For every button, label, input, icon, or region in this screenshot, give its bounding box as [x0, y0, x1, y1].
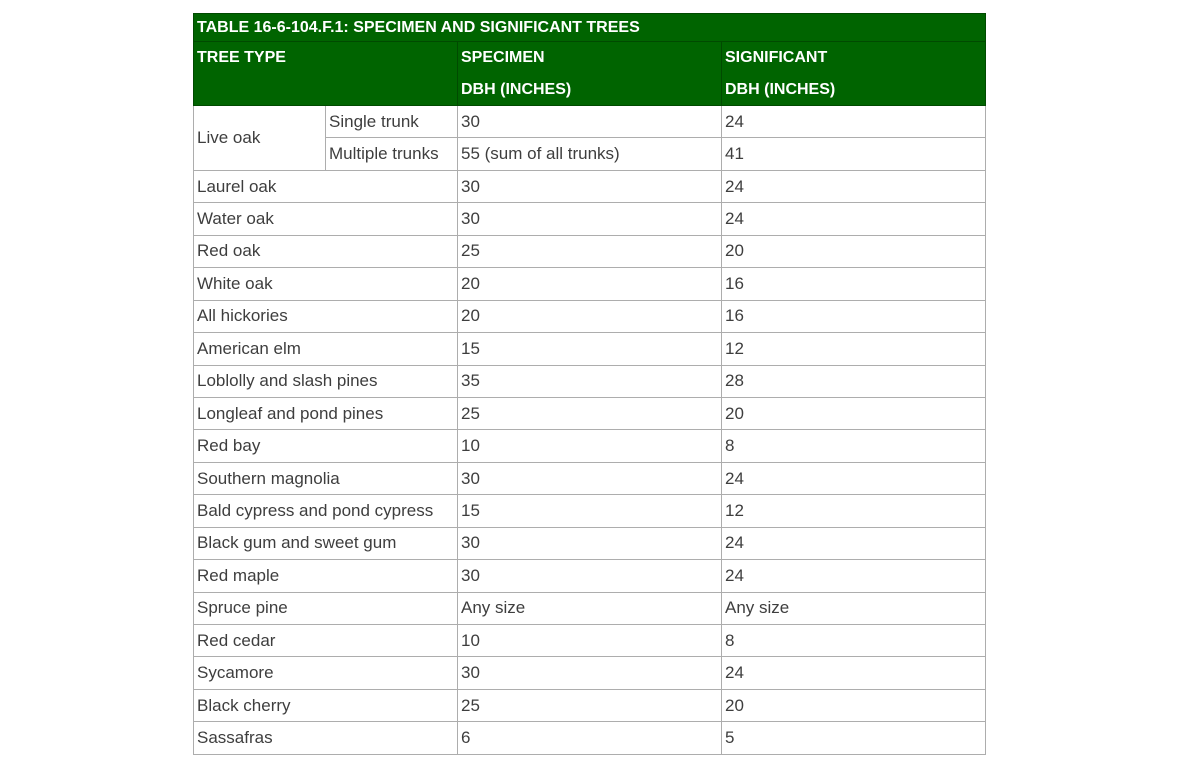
- tree-type-cell: Bald cypress and pond cypress: [193, 494, 458, 528]
- table-row: Bald cypress and pond cypress 15 12: [193, 494, 987, 528]
- significant-cell: 24: [720, 169, 987, 204]
- table-row: All hickories 20 16: [193, 299, 987, 334]
- significant-cell: 8: [720, 623, 987, 658]
- tree-type-cell: Southern magnolia: [193, 461, 458, 496]
- specimen-cell: 30: [457, 169, 722, 204]
- tree-type-cell: All hickories: [193, 299, 458, 334]
- specimen-cell: 55 (sum of all trunks): [457, 137, 722, 171]
- table-row: Sycamore 30 24: [193, 656, 987, 690]
- significant-cell: 5: [720, 721, 987, 755]
- tree-type-cell: Red oak: [193, 234, 458, 269]
- specimen-cell: 30: [457, 202, 722, 236]
- specimen-cell: Any size: [457, 591, 722, 626]
- specimen-significant-trees-table: TABLE 16-6-104.F.1: SPECIMEN AND SIGNIFI…: [192, 13, 987, 755]
- specimen-cell: 20: [457, 267, 722, 301]
- specimen-cell: 10: [457, 623, 722, 658]
- table-row: Red cedar 10 8: [193, 623, 987, 658]
- table-row: White oak 20 16: [193, 267, 987, 301]
- tree-type-cell: Red cedar: [193, 623, 458, 658]
- column-header-row: TREE TYPE SPECIMEN DBH (INCHES) SIGNIFIC…: [193, 41, 987, 106]
- significant-cell: 24: [720, 202, 987, 236]
- tree-type-cell: American elm: [193, 332, 458, 366]
- table-row: Red oak 25 20: [193, 234, 987, 269]
- tree-type-cell: Laurel oak: [193, 169, 458, 204]
- table-row: Black cherry 25 20: [193, 688, 987, 723]
- significant-cell: 24: [720, 559, 987, 593]
- specimen-cell: 25: [457, 688, 722, 723]
- significant-cell: 16: [720, 299, 987, 334]
- tree-type-cell: Loblolly and slash pines: [193, 364, 458, 398]
- table-row: Laurel oak 30 24: [193, 169, 987, 204]
- significant-cell: 20: [720, 396, 987, 431]
- specimen-cell: 10: [457, 429, 722, 463]
- specimen-cell: 35: [457, 364, 722, 398]
- col-header-tree-type: TREE TYPE: [193, 41, 458, 106]
- significant-cell: 28: [720, 364, 987, 398]
- table-row: Spruce pine Any size Any size: [193, 591, 987, 626]
- col-header-tree-type-label: TREE TYPE: [197, 49, 286, 66]
- col-header-significant: SIGNIFICANT DBH (INCHES): [720, 41, 987, 106]
- significant-cell: 16: [720, 267, 987, 301]
- tree-type-cell: Red maple: [193, 559, 458, 593]
- specimen-cell: 25: [457, 396, 722, 431]
- tree-type-cell: Sassafras: [193, 721, 458, 755]
- specimen-cell: 30: [457, 461, 722, 496]
- table-row: Southern magnolia 30 24: [193, 461, 987, 496]
- col-header-specimen-label: SPECIMEN: [461, 49, 545, 66]
- table-title: TABLE 16-6-104.F.1: SPECIMEN AND SIGNIFI…: [192, 13, 987, 42]
- tree-type-cell: Black cherry: [193, 688, 458, 723]
- table-row: Black gum and sweet gum 30 24: [193, 526, 987, 561]
- table-row: Red bay 10 8: [193, 429, 987, 463]
- table-row: Water oak 30 24: [193, 202, 987, 236]
- significant-cell: 24: [720, 656, 987, 690]
- col-header-significant-units: DBH (INCHES): [725, 81, 836, 98]
- table-row: Multiple trunks 55 (sum of all trunks) 4…: [194, 137, 987, 171]
- tree-type-cell: Black gum and sweet gum: [193, 526, 458, 561]
- significant-cell: 12: [720, 332, 987, 366]
- specimen-cell: 30: [457, 104, 722, 139]
- table-row: Loblolly and slash pines 35 28: [193, 364, 987, 398]
- tree-type-cell: Live oak: [193, 105, 326, 171]
- significant-cell: 20: [720, 688, 987, 723]
- specimen-cell: 30: [457, 656, 722, 690]
- table-row: Longleaf and pond pines 25 20: [193, 396, 987, 431]
- specimen-cell: 15: [457, 494, 722, 528]
- tree-type-cell: Spruce pine: [193, 591, 458, 626]
- significant-cell: 12: [720, 494, 987, 528]
- tree-type-cell: White oak: [193, 267, 458, 301]
- col-header-significant-label: SIGNIFICANT: [725, 49, 828, 66]
- trunk-type-cell: Single trunk: [325, 104, 458, 139]
- significant-cell: 24: [720, 526, 987, 561]
- specimen-cell: 25: [457, 234, 722, 269]
- specimen-cell: 15: [457, 332, 722, 366]
- table-row: Live oak Single trunk 30 24: [193, 104, 987, 171]
- trunk-type-cell: Multiple trunks: [325, 137, 458, 171]
- tree-type-cell: Red bay: [193, 429, 458, 463]
- tree-type-cell: Sycamore: [193, 656, 458, 690]
- col-header-specimen: SPECIMEN DBH (INCHES): [457, 41, 722, 106]
- table-row: Sassafras 6 5: [193, 721, 987, 755]
- significant-cell: 24: [720, 461, 987, 496]
- significant-cell: 8: [720, 429, 987, 463]
- table-row: American elm 15 12: [193, 332, 987, 366]
- tree-type-cell: Longleaf and pond pines: [193, 396, 458, 431]
- tree-type-cell: Water oak: [193, 202, 458, 236]
- significant-cell: 41: [720, 137, 987, 171]
- table-row: Red maple 30 24: [193, 559, 987, 593]
- significant-cell: 20: [720, 234, 987, 269]
- specimen-cell: 6: [457, 721, 722, 755]
- specimen-cell: 20: [457, 299, 722, 334]
- significant-cell: 24: [720, 104, 987, 139]
- specimen-cell: 30: [457, 526, 722, 561]
- table-title-row: TABLE 16-6-104.F.1: SPECIMEN AND SIGNIFI…: [192, 13, 987, 42]
- significant-cell: Any size: [720, 591, 987, 626]
- col-header-specimen-units: DBH (INCHES): [461, 81, 572, 98]
- specimen-cell: 30: [457, 559, 722, 593]
